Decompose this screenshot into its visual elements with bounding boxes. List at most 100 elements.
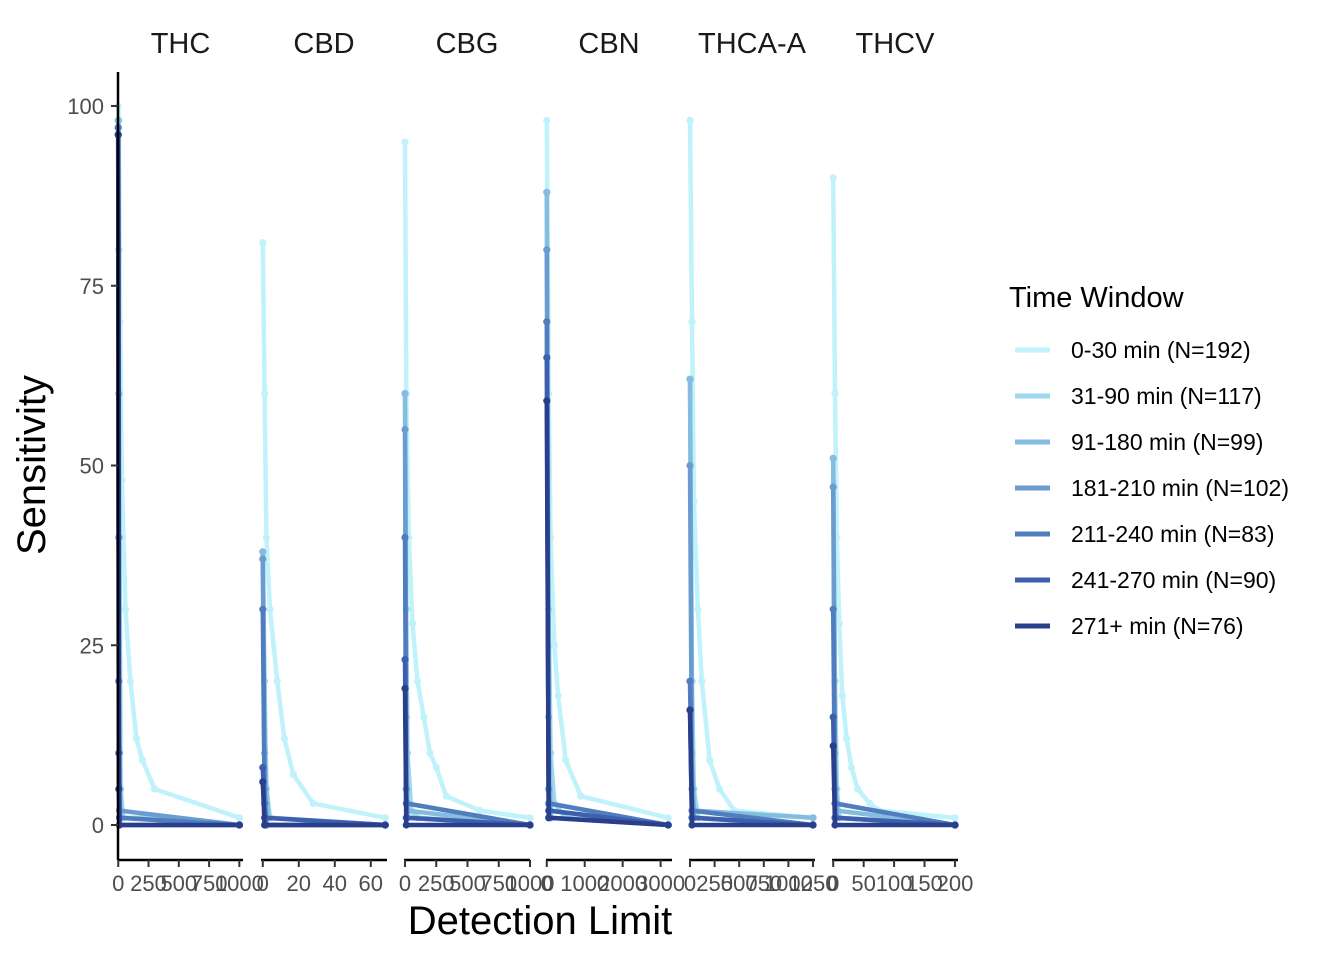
data-point: [688, 318, 696, 326]
data-point: [259, 605, 267, 613]
data-point: [550, 641, 558, 649]
series-line: [260, 558, 386, 828]
x-tick-label: 250: [130, 871, 167, 896]
data-point: [273, 677, 281, 685]
data-point: [526, 821, 534, 829]
series-line: [402, 429, 531, 828]
legend-item: 181-210 min (N=102): [1015, 475, 1289, 501]
data-point: [686, 706, 694, 714]
facet-title: THC: [151, 28, 211, 60]
data-point: [829, 605, 837, 613]
series-line: [115, 105, 241, 820]
facet-panel: CBD 0 20 40 60: [257, 28, 389, 896]
x-tick-label: 1000: [215, 871, 264, 896]
legend-item: 271+ min (N=76): [1015, 613, 1244, 639]
series-curve: [259, 778, 389, 829]
series-curve: [401, 533, 534, 829]
data-point: [401, 684, 409, 693]
legend-label: 241-270 min (N=90): [1071, 567, 1276, 593]
x-tick-label: 500: [721, 871, 758, 896]
series-curve: [259, 763, 389, 829]
data-point: [126, 677, 134, 685]
x-tick-label: 1000: [506, 871, 555, 896]
x-tick-label: 0: [399, 871, 411, 896]
y-axis-title: Sensitivity: [10, 375, 54, 555]
data-point: [121, 605, 130, 613]
data-point: [413, 677, 422, 685]
data-point: [847, 763, 856, 772]
legend: Time Window 0-30 min (N=192) 31-90 min (N…: [1009, 282, 1289, 639]
data-point: [401, 533, 409, 542]
data-point: [401, 656, 409, 664]
legend-item: 0-30 min (N=192): [1015, 337, 1251, 363]
series-curve: [829, 174, 959, 822]
x-tick-label: 0: [684, 871, 696, 896]
data-point: [132, 735, 140, 743]
legend-label: 271+ min (N=76): [1071, 613, 1244, 639]
data-point: [829, 483, 837, 491]
y-tick-label: 50: [80, 454, 104, 479]
series-line: [687, 120, 814, 821]
legend-label: 211-240 min (N=83): [1071, 521, 1275, 547]
data-point: [235, 821, 243, 829]
legend-label: 0-30 min (N=192): [1071, 337, 1251, 363]
data-point: [831, 390, 839, 398]
series-curve: [829, 605, 959, 829]
data-point: [261, 821, 269, 829]
x-tick-label: 500: [449, 871, 486, 896]
x-tick-label: 50: [851, 871, 875, 896]
data-point: [262, 533, 270, 542]
legend-title: Time Window: [1009, 282, 1185, 314]
x-tick-label: 0: [112, 871, 124, 896]
data-point: [543, 246, 551, 254]
series-line: [402, 537, 531, 828]
series-curve: [829, 742, 959, 829]
facet-title: CBN: [578, 28, 639, 60]
data-point: [401, 425, 409, 434]
data-point: [686, 461, 694, 470]
data-point: [432, 763, 440, 772]
series-line: [544, 192, 669, 828]
data-point: [420, 713, 428, 721]
series-curve: [401, 656, 534, 829]
series-curve: [259, 239, 389, 822]
data-point: [686, 677, 694, 685]
data-point: [259, 548, 267, 556]
x-tick-label: 250: [418, 871, 455, 896]
data-point: [543, 188, 551, 196]
data-point: [545, 814, 553, 822]
data-point: [829, 454, 837, 462]
data-point: [289, 771, 297, 779]
series-curve: [401, 425, 534, 829]
x-tick-label: 1000: [560, 871, 609, 896]
series-curve: [686, 116, 817, 822]
x-tick-label: 750: [480, 871, 517, 896]
data-point: [408, 620, 417, 628]
legend-item: 241-270 min (N=90): [1015, 567, 1276, 593]
x-tick-label: 0: [257, 871, 269, 896]
data-point: [664, 821, 672, 829]
x-tick-label: 1250: [789, 871, 838, 896]
data-point: [381, 814, 389, 822]
series-curve: [401, 390, 534, 829]
data-point: [577, 792, 585, 800]
data-point: [854, 785, 862, 793]
data-point: [259, 763, 267, 772]
data-point: [526, 814, 534, 822]
data-point: [715, 785, 724, 793]
data-point: [664, 814, 672, 822]
data-point: [402, 821, 410, 829]
x-tick-label: 150: [906, 871, 943, 896]
data-point: [543, 354, 551, 362]
legend-label: 31-90 min (N=117): [1071, 383, 1262, 409]
series-line: [402, 393, 531, 828]
series-curve: [401, 390, 534, 829]
y-tick-label: 75: [80, 274, 104, 299]
series-curve: [401, 684, 534, 829]
x-tick-label: 250: [696, 871, 733, 896]
data-point: [261, 390, 269, 398]
x-tick-label: 200: [937, 871, 974, 896]
y-tick-label: 25: [80, 633, 104, 658]
